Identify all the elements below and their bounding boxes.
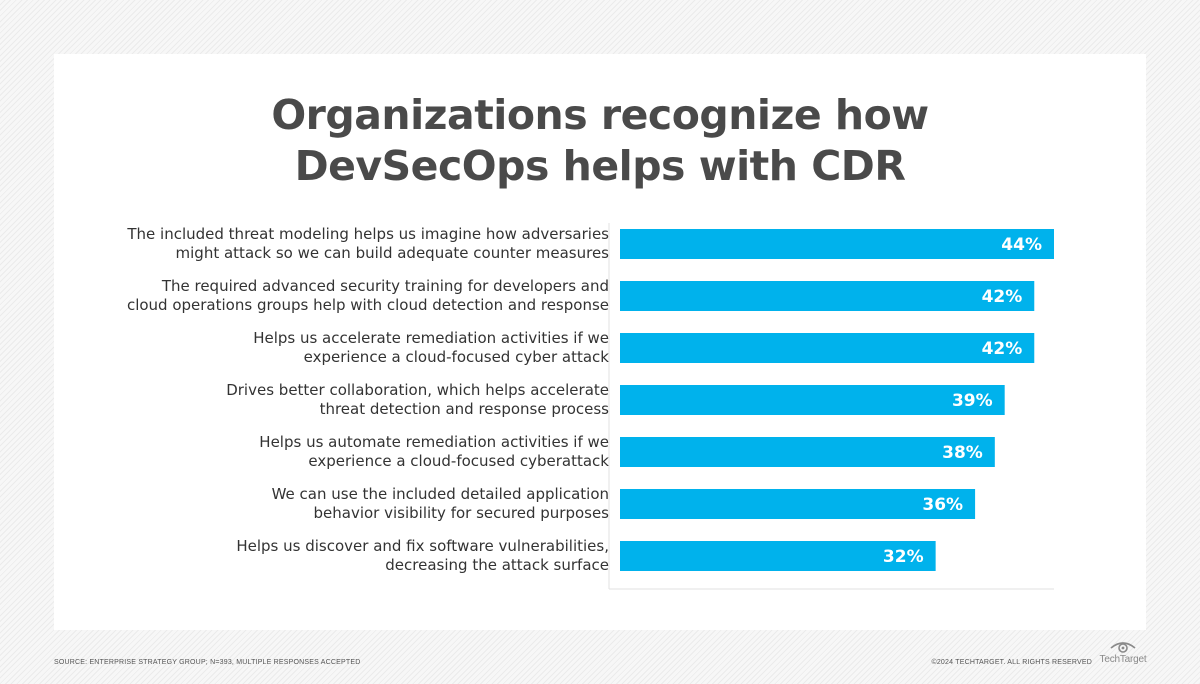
category-label-2-line-2: cloud operations groups help with cloud … [127,296,609,314]
category-label-1: The included threat modeling helps us im… [126,225,609,262]
category-label-3-line-2: experience a cloud-focused cyber attack [304,348,610,366]
footer-source: SOURCE: ENTERPRISE STRATEGY GROUP; N=393… [54,659,361,666]
chart-title-line-1: Organizations recognize how [271,91,929,139]
bar-6 [620,489,976,519]
value-label-2: 42% [982,287,1023,307]
value-label-1: 44% [1001,235,1042,255]
eye-icon [1110,642,1136,653]
bar-5 [620,437,995,467]
category-label-5-line-1: Helps us automate remediation activities… [259,433,609,451]
category-label-6-line-2: behavior visibility for secured purposes [314,504,610,522]
bar-2 [620,281,1035,311]
category-label-7-line-2: decreasing the attack surface [385,556,609,574]
bar-chart: 44% The included threat modeling helps us… [126,223,1054,590]
value-label-5: 38% [942,443,983,463]
category-label-2-line-1: The required advanced security training … [161,277,609,295]
category-label-4-line-1: Drives better collaboration, which helps… [226,381,609,399]
category-label-2: The required advanced security training … [127,277,609,314]
category-label-3: Helps us accelerate remediation activiti… [253,329,609,366]
category-label-1-line-1: The included threat modeling helps us im… [126,225,609,243]
brand-logo: TechTarget [1098,640,1148,666]
chart-title-line-2: DevSecOps helps with CDR [294,142,906,190]
bar-1 [620,229,1054,259]
value-label-3: 42% [982,339,1023,359]
category-label-1-line-2: might attack so we can build adequate co… [176,244,610,262]
chart-card: Organizations recognize how DevSecOps he… [54,54,1146,630]
value-label-7: 32% [883,547,924,567]
category-label-3-line-1: Helps us accelerate remediation activiti… [253,329,609,347]
bar-4 [620,385,1005,415]
category-label-4: Drives better collaboration, which helps… [226,381,609,418]
value-label-6: 36% [922,495,963,515]
footer-copyright: ©2024 TECHTARGET. ALL RIGHTS RESERVED [931,659,1092,666]
category-label-7-line-1: Helps us discover and fix software vulne… [236,537,609,555]
bar-7 [620,541,936,571]
value-label-4: 39% [952,391,993,411]
category-label-6: We can use the included detailed applica… [272,485,610,522]
category-label-4-line-2: threat detection and response process [320,400,610,418]
category-label-7: Helps us discover and fix software vulne… [236,537,609,574]
category-label-5: Helps us automate remediation activities… [259,433,609,470]
bar-3 [620,333,1035,363]
chart-title: Organizations recognize how DevSecOps he… [54,90,1146,192]
brand-name: TechTarget [1099,654,1147,665]
category-label-6-line-1: We can use the included detailed applica… [272,485,609,503]
category-label-5-line-2: experience a cloud-focused cyberattack [308,452,609,470]
